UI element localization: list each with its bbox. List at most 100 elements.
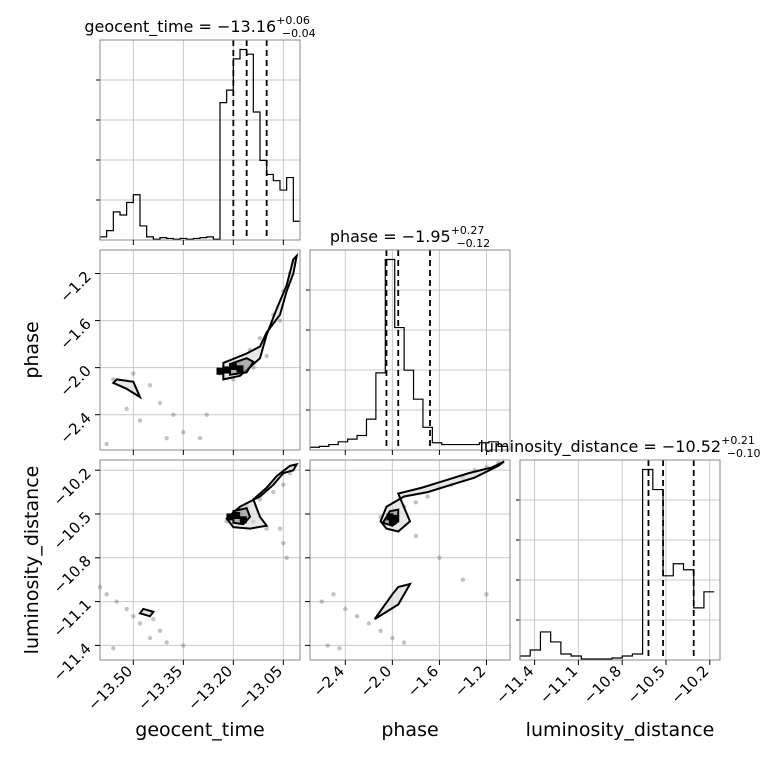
pair-geocent_time-phase-frame xyxy=(99,249,301,451)
pair-geocent_time-phase-contour-2 xyxy=(111,378,143,400)
ytick-label-luminosity_distance-2: −10.8 xyxy=(50,552,95,597)
title-sub-geocent_time: −0.04 xyxy=(282,27,316,40)
hist-title-phase: phase = −1.95+0.27 −0.12 xyxy=(330,224,490,250)
pair-geocent_time-phase-point-2 xyxy=(147,383,153,388)
pair-geocent_time-luminosity_distance-dense-0 xyxy=(226,513,234,521)
hist-geocent_time-bars xyxy=(99,48,300,240)
pair-phase-luminosity_distance-point-5 xyxy=(378,628,383,634)
title-main-phase: phase = −1.95 xyxy=(330,227,451,246)
pair-phase-luminosity_distance-point-23 xyxy=(460,577,466,582)
title-sup-geocent_time: +0.06 xyxy=(276,14,310,27)
xlabel-luminosity_distance: luminosity_distance xyxy=(526,719,715,741)
pair-geocent_time-luminosity_distance-point-19 xyxy=(284,555,289,561)
pair-geocent_time-luminosity_distance-point-6 xyxy=(164,640,169,645)
xtick-label-luminosity_distance-3: −10.5 xyxy=(624,662,669,707)
pair-phase-luminosity_distance-contour-2 xyxy=(373,582,413,620)
pair-phase-luminosity_distance-dense-2 xyxy=(388,517,396,525)
xtick-label-phase-1: −2.0 xyxy=(357,662,395,700)
pair-phase-luminosity_distance-point-21 xyxy=(413,533,419,539)
xtick-label-geocent_time-0: −13.50 xyxy=(84,662,136,714)
ylabel-luminosity_distance: luminosity_distance xyxy=(21,466,43,655)
ytick-label-luminosity_distance-0: −11.4 xyxy=(50,640,95,685)
pair-geocent_time-luminosity_distance-point-9 xyxy=(111,646,116,651)
pair-geocent_time-phase-point-4 xyxy=(137,418,143,423)
pair-phase-luminosity_distance-point-7 xyxy=(401,640,407,645)
ytick-label-luminosity_distance-4: −10.2 xyxy=(50,464,95,509)
pair-geocent_time-luminosity_distance-point-13 xyxy=(257,497,263,502)
ytick-label-luminosity_distance-3: −10.5 xyxy=(50,508,95,553)
pair-geocent_time-luminosity_distance-point-15 xyxy=(281,482,286,488)
pair-geocent_time-phase-dense-1 xyxy=(229,362,237,370)
xtick-label-geocent_time-1: −13.35 xyxy=(134,662,186,714)
pair-geocent_time-phase-dense-2 xyxy=(236,365,244,373)
pair-geocent_time-luminosity_distance-point-5 xyxy=(157,628,163,634)
ylabel-phase: phase xyxy=(21,321,43,378)
hist-panel-phase xyxy=(306,249,511,451)
pair-phase-luminosity_distance-point-4 xyxy=(366,621,372,626)
pair-geocent_time-phase-point-8 xyxy=(171,412,176,417)
pair-geocent_time-luminosity_distance-dense-1 xyxy=(233,511,241,519)
pair-geocent_time-luminosity_distance-dense-2 xyxy=(239,516,247,524)
xtick-label-geocent_time-3: −13.05 xyxy=(234,662,286,714)
pair-phase-luminosity_distance-point-2 xyxy=(343,606,348,612)
title-sup-phase: +0.27 xyxy=(451,224,485,237)
hist-title-geocent_time: geocent_time = −13.16+0.06 −0.04 xyxy=(84,14,315,40)
pair-geocent_time-phase-point-6 xyxy=(181,430,186,435)
pair-geocent_time-luminosity_distance-contour-2 xyxy=(138,607,156,618)
hist-geocent_time-frame xyxy=(99,39,301,241)
pair-geocent_time-phase-point-21 xyxy=(251,365,256,370)
pair-geocent_time-phase-point-19 xyxy=(277,318,283,323)
hist-luminosity_distance-bars xyxy=(519,468,715,660)
title-sub-phase: −0.12 xyxy=(456,237,490,250)
hist-title-luminosity_distance: luminosity_distance = −10.52+0.21 −0.10 xyxy=(479,434,760,460)
pair-geocent_time-phase xyxy=(99,249,301,451)
pair-phase-luminosity_distance-point-24 xyxy=(484,592,489,597)
xtick-label-luminosity_distance-4: −10.2 xyxy=(667,662,712,707)
pair-geocent_time-luminosity_distance-point-23 xyxy=(151,616,156,622)
xtick-label-luminosity_distance-1: −11.1 xyxy=(536,662,581,707)
xtick-label-geocent_time-2: −13.20 xyxy=(184,662,236,714)
pair-geocent_time-phase-point-17 xyxy=(264,353,269,359)
pair-geocent_time-phase-dense-0 xyxy=(223,366,231,374)
hist-phase-bars xyxy=(309,258,508,450)
ytick-label-phase-2: −1.6 xyxy=(56,315,94,353)
pair-phase-luminosity_distance-point-0 xyxy=(319,599,324,604)
pair-geocent_time-luminosity_distance-point-1 xyxy=(114,599,119,604)
pair-geocent_time-luminosity_distance xyxy=(97,459,301,661)
pair-geocent_time-phase-contour-0 xyxy=(222,252,299,381)
pair-geocent_time-luminosity_distance-point-3 xyxy=(137,621,143,626)
pair-geocent_time-phase-point-7 xyxy=(124,406,129,412)
pair-geocent_time-luminosity_distance-point-2 xyxy=(131,614,136,619)
xtick-label-luminosity_distance-2: −10.8 xyxy=(580,662,625,707)
xtick-label-luminosity_distance-0: −11.4 xyxy=(492,662,537,707)
pair-phase-luminosity_distance-point-22 xyxy=(437,555,442,561)
pair-geocent_time-phase-point-13 xyxy=(257,336,263,341)
xtick-label-phase-3: −1.2 xyxy=(451,662,489,700)
pair-geocent_time-luminosity_distance-point-18 xyxy=(281,541,286,546)
title-sup-luminosity_distance: +0.21 xyxy=(721,434,755,447)
pair-geocent_time-phase-point-5 xyxy=(164,436,169,441)
pair-phase-luminosity_distance-frame xyxy=(309,459,511,661)
xtick-label-phase-0: −2.4 xyxy=(310,662,348,700)
pair-geocent_time-luminosity_distance-point-21 xyxy=(264,526,269,531)
hist-luminosity_distance-frame xyxy=(519,459,721,661)
pair-phase-luminosity_distance-point-13 xyxy=(413,500,419,505)
pair-geocent_time-luminosity_distance-point-14 xyxy=(271,489,276,495)
hist-panel-luminosity_distance xyxy=(516,459,721,661)
hist-panel-geocent_time xyxy=(96,39,301,241)
ytick-label-phase-0: −2.4 xyxy=(56,409,94,447)
pair-geocent_time-phase-dense-3 xyxy=(216,367,224,375)
xtick-label-phase-2: −1.6 xyxy=(404,662,442,700)
pair-geocent_time-luminosity_distance-point-7 xyxy=(181,643,186,648)
pair-phase-luminosity_distance-point-3 xyxy=(354,614,360,619)
pair-phase-luminosity_distance-point-14 xyxy=(425,494,430,499)
pair-geocent_time-phase-point-24 xyxy=(204,412,209,417)
pair-geocent_time-phase-point-9 xyxy=(197,436,203,441)
pair-geocent_time-luminosity_distance-frame xyxy=(99,459,301,661)
pair-phase-luminosity_distance-point-1 xyxy=(331,592,336,597)
hist-phase-frame xyxy=(309,249,511,451)
ytick-label-luminosity_distance-1: −11.1 xyxy=(50,596,95,641)
ytick-label-phase-3: −1.2 xyxy=(56,268,94,306)
title-main-luminosity_distance: luminosity_distance = −10.52 xyxy=(479,437,721,457)
